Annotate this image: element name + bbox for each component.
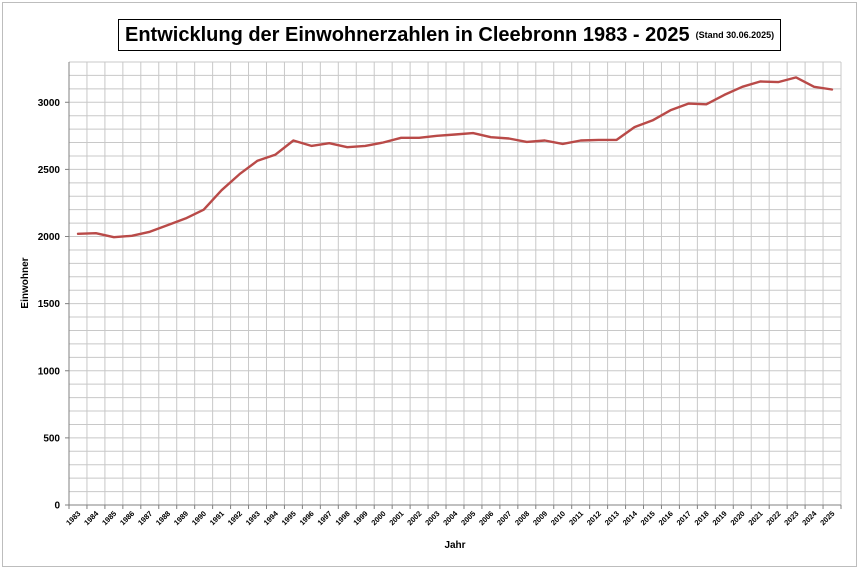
axes	[65, 62, 842, 509]
chart-title: Entwicklung der Einwohnerzahlen in Cleeb…	[125, 23, 690, 46]
x-tick-label: 1987	[136, 509, 154, 527]
x-tick-label: 2025	[818, 509, 836, 527]
x-tick-label: 2002	[405, 509, 423, 527]
x-tick-label: 2007	[495, 509, 513, 527]
x-tick-labels: 1983 1984 1985 1986 1987 1988 1989 1990 1991 1992…	[64, 508, 836, 527]
x-tick-label: 2021	[746, 509, 764, 527]
x-tick-label: 2024	[800, 508, 819, 527]
x-tick-label: 2005	[459, 509, 477, 527]
y-tick-label: 2000	[38, 232, 61, 243]
x-tick-label: 2012	[585, 509, 603, 527]
x-tick-label: 1997	[316, 509, 334, 527]
x-tick-label: 1989	[172, 509, 190, 527]
x-tick-label: 1988	[154, 509, 172, 527]
x-tick-label: 2008	[513, 509, 531, 527]
y-tick-label: 3000	[38, 98, 61, 109]
x-tick-label: 2010	[549, 509, 567, 527]
x-tick-label: 2017	[675, 509, 693, 527]
x-tick-label: 1996	[298, 509, 316, 527]
y-tick-label: 2500	[38, 165, 61, 176]
y-tick-labels: 0 500 1000 1500 2000 2500 3000	[38, 98, 61, 512]
chart-subtitle: (Stand 30.06.2025)	[695, 30, 775, 40]
x-tick-label: 1984	[82, 508, 101, 527]
x-tick-label: 2022	[764, 509, 782, 527]
grid-lines	[69, 61, 842, 505]
y-tick-label: 1000	[38, 366, 61, 377]
x-tick-label: 2013	[603, 509, 621, 527]
x-tick-label: 2004	[441, 508, 460, 527]
x-tick-label: 2016	[657, 509, 675, 527]
x-tick-label: 2014	[621, 508, 640, 527]
y-tick-label: 500	[43, 433, 60, 444]
x-tick-label: 1985	[100, 509, 118, 527]
series-einwohner	[76, 76, 834, 239]
y-tick-label: 1500	[38, 299, 61, 310]
x-tick-label: 1991	[208, 509, 226, 527]
x-tick-label: 2011	[567, 509, 585, 527]
x-tick-label: 2001	[387, 509, 405, 527]
x-tick-label: 2000	[369, 509, 387, 527]
chart-title-box: Entwicklung der Einwohnerzahlen in Cleeb…	[118, 19, 782, 51]
x-tick-label: 2015	[639, 509, 657, 527]
x-tick-label: 1993	[244, 509, 262, 527]
x-tick-label: 1983	[64, 509, 82, 527]
x-tick-label: 2019	[711, 509, 729, 527]
x-tick-label: 2023	[782, 509, 800, 527]
x-tick-label: 1998	[334, 509, 352, 527]
series-line	[76, 76, 834, 239]
x-tick-label: 1999	[351, 509, 369, 527]
x-axis-label: Jahr	[444, 540, 465, 551]
y-axis-label: Einwohner	[20, 257, 31, 308]
x-tick-label: 2009	[531, 509, 549, 527]
x-tick-label: 1994	[262, 508, 281, 527]
x-tick-label: 2006	[477, 509, 495, 527]
x-tick-label: 1995	[280, 509, 298, 527]
x-tick-label: 1986	[118, 509, 136, 527]
x-tick-label: 2018	[693, 509, 711, 527]
y-tick-label: 0	[54, 501, 60, 512]
x-tick-label: 2020	[729, 509, 747, 527]
x-tick-label: 2003	[423, 509, 441, 527]
x-tick-label: 1990	[190, 509, 208, 527]
x-tick-label: 1992	[226, 509, 244, 527]
